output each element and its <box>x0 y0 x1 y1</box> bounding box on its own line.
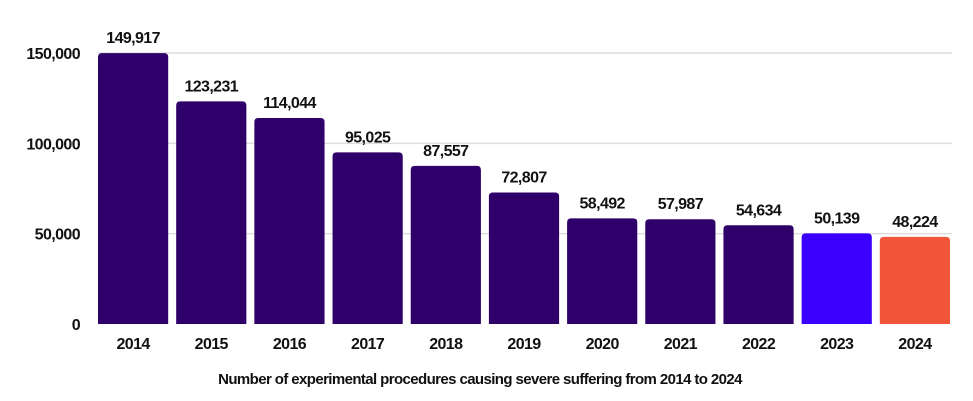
data-label: 149,917 <box>106 30 160 47</box>
x-tick-label: 2018 <box>429 336 463 353</box>
x-tick-label: 2024 <box>898 336 932 353</box>
data-label: 87,557 <box>423 143 469 160</box>
bar-2023 <box>801 233 872 324</box>
x-tick-label: 2014 <box>116 336 150 353</box>
x-axis-label: Number of experimental procedures causin… <box>218 371 743 388</box>
bars <box>98 53 950 324</box>
y-tick-label: 150,000 <box>26 46 80 63</box>
x-axis-ticks: 2014 2015 2016 2017 2018 2019 2020 2021 2022 2023… <box>116 336 932 353</box>
data-label: 95,025 <box>345 129 391 146</box>
data-label: 50,139 <box>814 210 860 227</box>
bar-2018 <box>410 165 481 324</box>
x-tick-label: 2017 <box>351 336 385 353</box>
bar-2020 <box>567 218 638 324</box>
data-label: 72,807 <box>501 169 547 186</box>
y-tick-label: 100,000 <box>26 136 80 153</box>
bar-2015 <box>176 101 247 324</box>
data-label: 54,634 <box>736 202 782 219</box>
y-tick-label: 0 <box>72 317 81 334</box>
x-tick-label: 2021 <box>664 336 698 353</box>
bar-2019 <box>488 192 560 324</box>
x-tick-label: 2015 <box>195 336 229 353</box>
data-label: 123,231 <box>184 78 238 95</box>
data-label: 58,492 <box>580 195 626 212</box>
data-label: 57,987 <box>658 196 704 213</box>
bar-2021 <box>645 219 716 324</box>
y-axis-ticks: 0 50,000 100,000 150,000 <box>26 46 81 334</box>
x-tick-label: 2016 <box>273 336 307 353</box>
data-label: 48,224 <box>892 214 938 231</box>
y-tick-label: 50,000 <box>35 227 81 244</box>
x-tick-label: 2020 <box>586 336 620 353</box>
x-tick-label: 2023 <box>820 336 854 353</box>
bar-2022 <box>723 225 794 324</box>
bar-2017 <box>332 152 403 324</box>
bar-2024 <box>879 236 950 324</box>
bar-2014 <box>98 53 169 324</box>
x-tick-label: 2019 <box>507 336 541 353</box>
x-tick-label: 2022 <box>742 336 776 353</box>
bar-2016 <box>254 117 325 324</box>
data-label: 114,044 <box>263 95 316 112</box>
data-labels: 149,917 123,231 114,044 95,025 87,557 72,807 5… <box>106 30 939 231</box>
